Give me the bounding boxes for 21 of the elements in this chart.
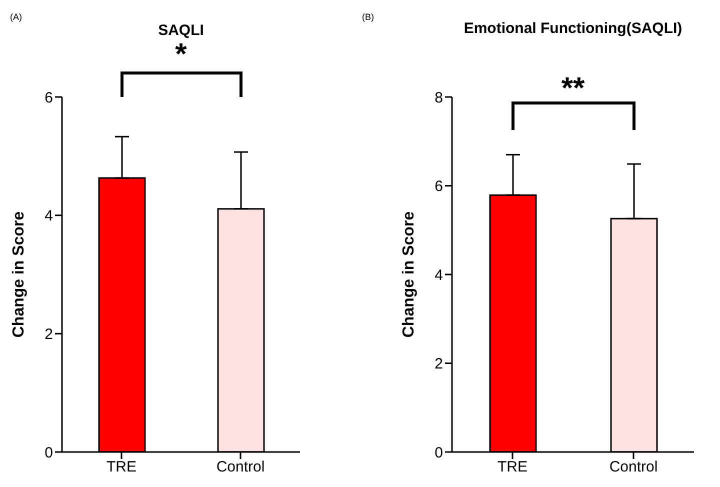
y-tick-label: 4 xyxy=(434,266,443,284)
y-axis-title: Change in Score xyxy=(10,211,28,338)
y-tick-label: 6 xyxy=(44,89,53,106)
y-tick-label: 2 xyxy=(44,326,53,343)
x-tick-label: Control xyxy=(609,458,658,476)
y-tick-label: 0 xyxy=(44,444,53,462)
y-tick-label: 4 xyxy=(44,208,53,225)
annotation: ** xyxy=(560,72,586,105)
text: (A) xyxy=(10,12,22,22)
y-axis-title: Change in Score xyxy=(400,211,418,338)
y-tick-label: 0 xyxy=(434,444,443,462)
chart-title: Emotional Functioning(SAQLI) xyxy=(462,20,684,37)
y-tick-label: 2 xyxy=(434,356,443,373)
x-tick-label: TRE xyxy=(498,458,528,476)
text: (B) xyxy=(362,12,374,22)
y-tick-label: 6 xyxy=(434,178,443,196)
x-tick-label: Control xyxy=(216,458,265,476)
chart-title: SAQLI xyxy=(157,22,205,39)
x-tick-label: TRE xyxy=(106,458,136,476)
text: * xyxy=(174,38,188,71)
y-tick-label: 8 xyxy=(434,89,443,106)
